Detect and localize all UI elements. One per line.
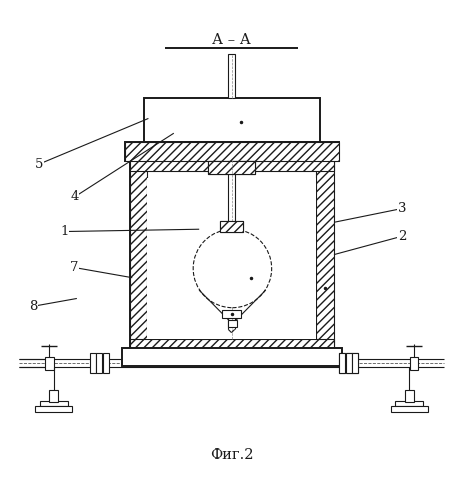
Bar <box>220 222 243 232</box>
Bar <box>96 354 102 373</box>
Bar <box>130 160 334 170</box>
Text: 7: 7 <box>70 261 79 274</box>
Bar <box>316 160 334 356</box>
Bar <box>405 390 414 402</box>
Bar <box>208 161 255 174</box>
Bar <box>345 354 351 373</box>
Text: 1: 1 <box>60 225 69 238</box>
Bar <box>125 142 338 161</box>
Bar <box>90 354 96 373</box>
Bar <box>410 356 419 370</box>
Bar <box>45 356 54 370</box>
Text: Фиг.2: Фиг.2 <box>210 448 253 462</box>
Bar <box>40 401 68 406</box>
Bar <box>391 406 428 412</box>
Text: 2: 2 <box>398 230 407 242</box>
Text: А – А: А – А <box>212 33 251 47</box>
Bar <box>339 354 345 373</box>
Circle shape <box>193 229 272 308</box>
Text: 3: 3 <box>398 202 407 215</box>
Bar <box>222 310 241 318</box>
Bar <box>130 160 334 356</box>
Text: 4: 4 <box>70 190 79 203</box>
Bar <box>49 390 58 402</box>
Bar <box>208 161 255 174</box>
Bar <box>345 354 351 373</box>
Bar <box>395 401 423 406</box>
Bar <box>352 354 358 373</box>
Bar <box>122 348 342 366</box>
Bar <box>144 98 320 142</box>
Bar <box>220 222 243 232</box>
Text: 5: 5 <box>35 158 43 170</box>
Bar <box>148 178 316 338</box>
Bar <box>228 54 235 98</box>
Bar <box>228 320 237 328</box>
Bar <box>339 354 345 373</box>
Bar <box>35 406 72 412</box>
Bar <box>352 354 358 373</box>
Bar <box>130 160 148 356</box>
Bar <box>130 338 334 356</box>
Bar <box>103 354 109 373</box>
Bar <box>125 142 338 161</box>
Text: 8: 8 <box>29 300 37 313</box>
